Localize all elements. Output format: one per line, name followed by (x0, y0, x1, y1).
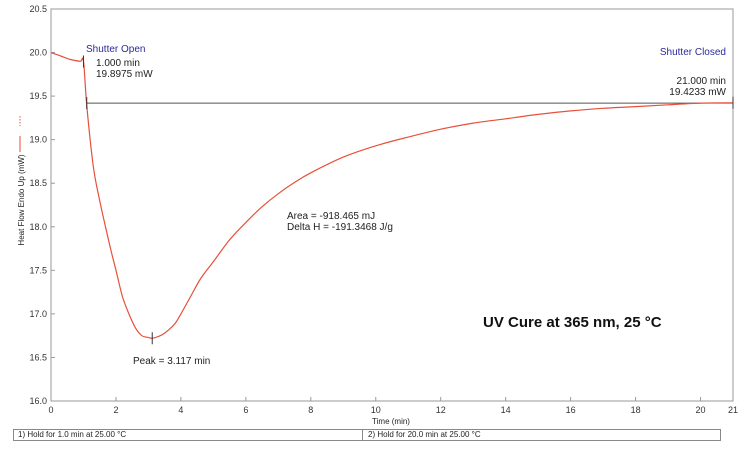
peak-label: Peak = 3.117 min (133, 356, 210, 367)
method-step-2: 2) Hold for 20.0 min at 25.00 °C (368, 430, 481, 439)
x-tick-label: 12 (436, 405, 446, 415)
shutter-closed-time: 21.000 min (677, 76, 726, 87)
y-axis-ticks: 16.0 16.5 17.0 17.5 18.0 18.5 19.0 19.5 20.0 20.5 (29, 4, 55, 406)
area-label: Area = -918.465 mJ (287, 211, 375, 222)
x-tick-label: 4 (178, 405, 183, 415)
shutter-open-time: 1.000 min (96, 58, 140, 69)
x-axis-ticks: 0 2 4 6 8 10 12 14 16 18 20 21 (48, 397, 738, 415)
heat-flow-series-line (50, 52, 734, 339)
shutter-closed-label: Shutter Closed (660, 47, 726, 58)
y-tick-label: 20.5 (29, 4, 47, 14)
x-tick-label: 21 (728, 405, 738, 415)
x-tick-label: 10 (371, 405, 381, 415)
x-tick-label: 8 (308, 405, 313, 415)
x-tick-label: 0 (48, 405, 53, 415)
x-tick-label: 20 (696, 405, 706, 415)
y-tick-label: 19.5 (29, 91, 47, 101)
x-tick-label: 14 (501, 405, 511, 415)
y-tick-label: 16.0 (29, 396, 47, 406)
method-steps-bar: 1) Hold for 1.0 min at 25.00 °C 2) Hold … (13, 429, 721, 441)
x-tick-label: 16 (566, 405, 576, 415)
y-tick-label: 18.0 (29, 222, 47, 232)
y-tick-label: 17.5 (29, 265, 47, 275)
markers (82, 55, 734, 345)
method-step-divider (362, 430, 363, 440)
y-tick-label: 19.0 (29, 135, 47, 145)
y-tick-label: 18.5 (29, 178, 47, 188)
chart-title: UV Cure at 365 nm, 25 °C (483, 314, 662, 331)
x-axis-title: Time (min) (372, 417, 410, 426)
x-tick-label: 2 (113, 405, 118, 415)
x-tick-label: 6 (243, 405, 248, 415)
shutter-open-value: 19.8975 mW (96, 69, 153, 80)
y-tick-label: 17.0 (29, 309, 47, 319)
shutter-closed-value: 19.4233 mW (669, 87, 726, 98)
shutter-open-label: Shutter Open (86, 44, 145, 55)
x-tick-label: 18 (631, 405, 641, 415)
method-step-1: 1) Hold for 1.0 min at 25.00 °C (18, 430, 127, 439)
plot-area (50, 8, 734, 402)
delta-h-label: Delta H = -191.3468 J/g (287, 222, 393, 233)
y-axis-title: Heat Flow Endo Up (mW) (17, 154, 26, 245)
y-tick-label: 20.0 (29, 48, 47, 58)
y-tick-label: 16.5 (29, 352, 47, 362)
